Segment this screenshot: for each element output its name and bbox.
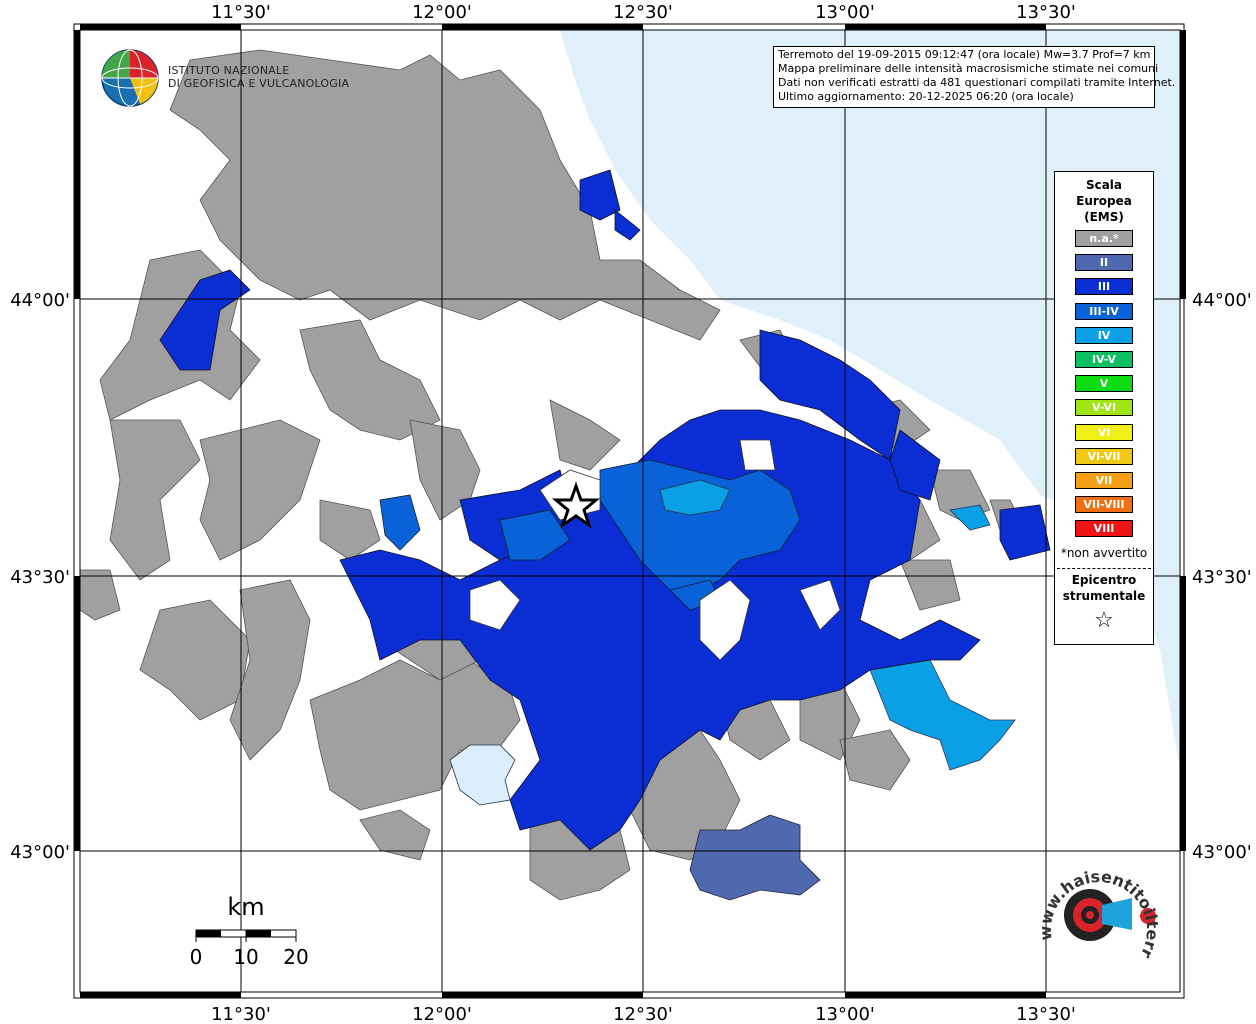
municipalities-white [469, 439, 841, 661]
info-line-2: Mappa preliminare delle intensità macros… [778, 62, 1159, 75]
tick-top-4: 13°00' [815, 2, 875, 23]
legend-star-icon: ☆ [1094, 608, 1114, 633]
tick-left-2: 43°30' [10, 567, 70, 588]
legend-item: VIII [1075, 520, 1133, 538]
municipality-pale [449, 744, 516, 806]
legend-item: III-IV [1075, 302, 1133, 320]
event-info-box: Terremoto del 19-09-2015 09:12:47 (ora l… [773, 46, 1176, 108]
legend-item: IV-V [1075, 351, 1133, 368]
legend-item: IV [1075, 326, 1133, 344]
legend-separator [1057, 568, 1151, 569]
legend-item: V [1075, 375, 1133, 393]
info-line-4: Ultimo aggiornamento: 20-12-2025 06:20 (… [778, 90, 1074, 103]
info-line-3: Dati non verificati estratti da 481 ques… [778, 76, 1176, 89]
municipality-ii [689, 814, 821, 901]
scale-unit: km [227, 893, 264, 921]
legend: Scala Europea (EMS) n.a.* II III III-IV IV IV… [1054, 171, 1154, 645]
legend-item: n.a.* [1075, 230, 1133, 247]
tick-bottom-4: 13°00' [815, 1004, 875, 1024]
tick-top-3: 12°30' [613, 2, 673, 23]
legend-item: VI [1075, 423, 1133, 441]
municipalities-na [79, 49, 1021, 901]
epicenter-star [551, 481, 601, 529]
tick-bottom-1: 11°30' [211, 1004, 271, 1024]
scale-label-20: 20 [283, 945, 308, 969]
tick-bottom-2: 12°00' [412, 1004, 472, 1024]
ingv-name: ISTITUTO NAZIONALE DI GEOFISICA E VULCAN… [168, 64, 349, 90]
scale-label-10: 10 [233, 945, 258, 969]
legend-item: II [1075, 254, 1133, 272]
legend-item: III [1075, 278, 1133, 296]
info-line-1: Terremoto del 19-09-2015 09:12:47 (ora l… [778, 48, 1151, 61]
legend-epicenter-1: Epicentro [1071, 573, 1137, 587]
tick-bottom-3: 12°30' [613, 1004, 673, 1024]
tick-top-2: 12°00' [412, 2, 472, 23]
legend-item: VI-VII [1075, 447, 1133, 465]
legend-title-2: Europea [1076, 194, 1132, 208]
tick-right-1: 44°00' [1192, 290, 1252, 311]
legend-note: *non avvertito [1060, 546, 1148, 560]
tick-top-5: 13°30' [1016, 2, 1076, 23]
tick-right-2: 43°30' [1192, 567, 1252, 588]
tick-right-3: 43°00' [1192, 842, 1252, 863]
ingv-logo [101, 49, 159, 107]
legend-item: V-VI [1075, 399, 1133, 417]
legend-title: Scala Europea (EMS) [1055, 177, 1153, 225]
tick-left-1: 44°00' [10, 290, 70, 311]
scale-bar: km 0 10 20 [190, 893, 309, 969]
ingv-line-1: ISTITUTO NAZIONALE [168, 64, 290, 77]
legend-item: VII-VIII [1075, 496, 1133, 514]
tick-bottom-5: 13°30' [1016, 1004, 1076, 1024]
scale-label-0: 0 [190, 945, 203, 969]
adriatic-sea [560, 30, 1180, 770]
graticule [80, 30, 1180, 992]
municipalities-iii-iv [379, 459, 801, 611]
legend-epicenter-2: strumentale [1062, 589, 1146, 603]
frame-border [73, 23, 1186, 999]
ingv-line-2: DI GEOFISICA E VULCANOLOGIA [168, 77, 350, 90]
municipalities-iv-inner [659, 479, 731, 516]
legend-title-1: Scala [1085, 178, 1123, 192]
legend-item: VII [1075, 472, 1133, 489]
tick-top-1: 11°30' [211, 2, 271, 23]
legend-title-3: (EMS) [1084, 210, 1124, 224]
legend-epicenter: Epicentro strumentale [1055, 572, 1153, 604]
tick-left-3: 43°00' [10, 842, 70, 863]
